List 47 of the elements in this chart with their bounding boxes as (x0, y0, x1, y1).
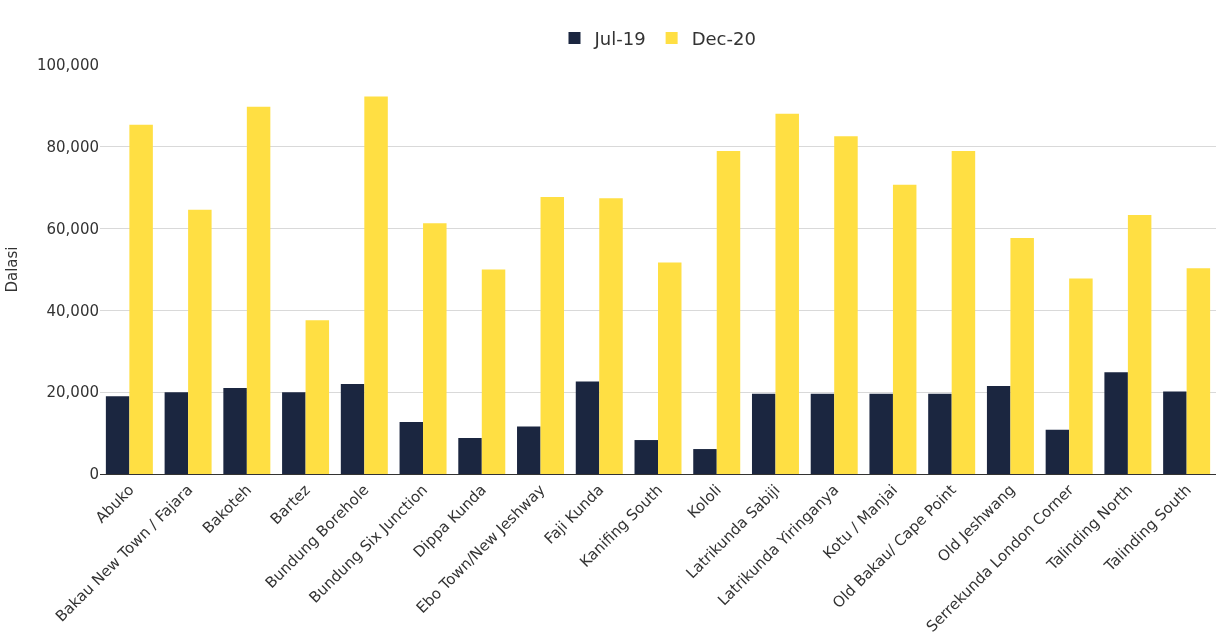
y-tick-label: 100,000 (36, 56, 99, 75)
bar (164, 392, 189, 474)
bar (305, 320, 330, 474)
bar (129, 124, 153, 474)
bar (1186, 268, 1211, 474)
bar (575, 381, 600, 474)
bar (810, 393, 835, 474)
y-tick-label: 0 (89, 465, 99, 484)
bar (458, 438, 482, 474)
bar (188, 209, 212, 474)
y-tick-label: 20,000 (46, 383, 99, 402)
bar (634, 440, 658, 474)
bar (892, 184, 917, 474)
bar (282, 392, 306, 474)
bar (834, 136, 858, 474)
bar (1010, 238, 1034, 474)
bar (1104, 372, 1128, 474)
bar (340, 384, 365, 474)
bar (1127, 215, 1152, 474)
bar (1163, 391, 1187, 474)
bar (751, 393, 776, 474)
bar (599, 198, 623, 474)
bar (951, 150, 976, 474)
bar (423, 223, 447, 474)
bar (246, 106, 271, 474)
bar (928, 393, 952, 474)
bar (716, 150, 741, 474)
bar (1069, 278, 1093, 474)
bar (869, 393, 893, 474)
bar (1045, 429, 1070, 474)
bar (517, 426, 541, 474)
y-tick-label: 80,000 (46, 138, 99, 157)
bar (105, 396, 130, 474)
bar (540, 197, 565, 474)
bar (693, 449, 717, 474)
bar (364, 96, 388, 474)
legend-label: Dec-20 (691, 28, 756, 50)
y-axis-title: Dalasi (3, 246, 22, 293)
y-tick-label: 40,000 (46, 301, 99, 320)
bar (658, 262, 682, 474)
bar (986, 386, 1011, 474)
bar (399, 422, 424, 474)
bar (775, 113, 799, 474)
bar (481, 269, 506, 474)
legend-label: Jul-19 (593, 28, 646, 50)
bar (223, 388, 247, 474)
y-tick-label: 60,000 (46, 219, 99, 238)
